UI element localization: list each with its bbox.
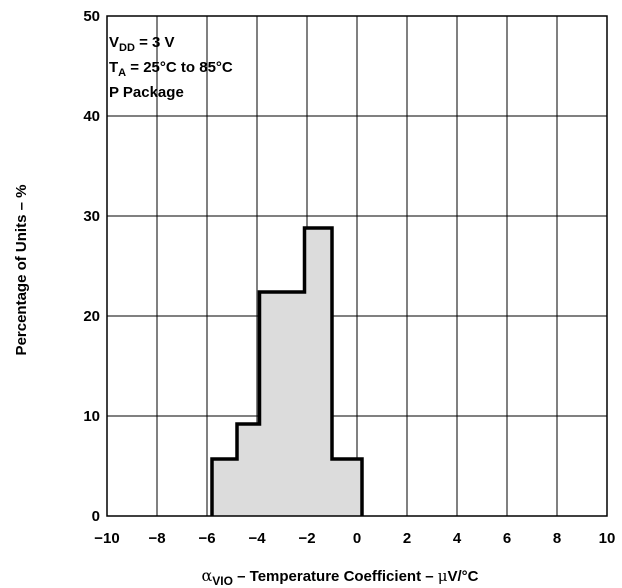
x-axis-alpha-symbol: α bbox=[201, 566, 212, 585]
histogram-bar bbox=[304, 228, 332, 516]
histogram-outline bbox=[210, 226, 364, 516]
y-tick-label: 10 bbox=[83, 408, 100, 425]
x-tick-label: 10 bbox=[599, 530, 616, 547]
x-tick-label: −4 bbox=[248, 530, 266, 547]
x-tick-label: 8 bbox=[553, 530, 561, 547]
x-axis-title: αVIO – Temperature Coefficient – μV/°C bbox=[201, 566, 478, 588]
histogram-bar bbox=[259, 292, 305, 516]
x-tick-label: 6 bbox=[503, 530, 511, 547]
x-tick-label: −6 bbox=[198, 530, 215, 547]
y-axis-title: Percentage of Units – % bbox=[13, 185, 30, 356]
y-tick-label: 0 bbox=[92, 508, 100, 525]
histogram-bar bbox=[212, 459, 237, 516]
y-tick-label: 30 bbox=[83, 208, 100, 225]
x-tick-label: 0 bbox=[353, 530, 361, 547]
x-tick-label: −8 bbox=[148, 530, 165, 547]
x-tick-label: 4 bbox=[453, 530, 462, 547]
y-tick-label: 50 bbox=[83, 8, 100, 25]
histogram-bar bbox=[237, 424, 260, 516]
condition-note-temperature: TA = 25°C to 85°C bbox=[109, 59, 233, 79]
x-axis-title-text: – Temperature Coefficient – bbox=[233, 568, 438, 585]
condition-note-package: P Package bbox=[109, 84, 184, 101]
histogram-bar bbox=[332, 459, 362, 516]
x-tick-label: −2 bbox=[298, 530, 315, 547]
y-tick-label: 40 bbox=[83, 108, 100, 125]
x-tick-labels: −10 −8 −6 −4 −2 0 2 4 6 8 10 bbox=[94, 530, 615, 547]
x-axis-unit-mu: μ bbox=[438, 567, 448, 585]
condition-note-supply: VDD = 3 V bbox=[109, 34, 175, 54]
histogram-bars bbox=[210, 226, 364, 516]
x-tick-label: 2 bbox=[403, 530, 411, 547]
plot-frame bbox=[106, 15, 608, 517]
x-axis-unit: V/°C bbox=[448, 568, 479, 585]
x-tick-label: −10 bbox=[94, 530, 119, 547]
x-axis-symbol-subscript: VIO bbox=[212, 574, 233, 588]
y-tick-label: 20 bbox=[83, 308, 100, 325]
y-tick-labels: 0 10 20 30 40 50 bbox=[83, 8, 100, 525]
